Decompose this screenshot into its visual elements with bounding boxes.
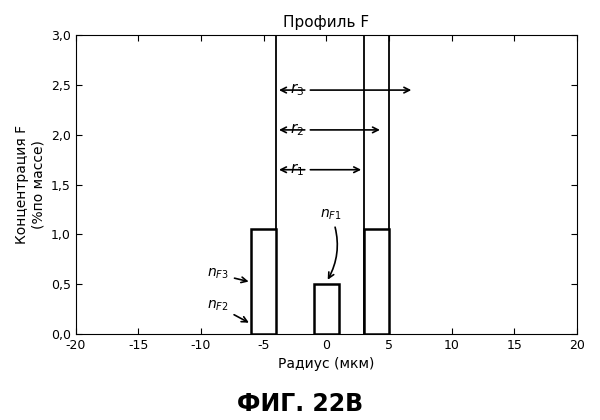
Text: $r_3$: $r_3$ [290, 82, 304, 98]
Bar [251, 229, 276, 334]
Text: $r_2$: $r_2$ [290, 121, 304, 138]
Text: $r_1$: $r_1$ [290, 161, 304, 178]
Y-axis label: Концентрация F
(%по массе): Концентрация F (%по массе) [15, 125, 45, 244]
Text: $n_{F1}$: $n_{F1}$ [320, 207, 342, 278]
Text: $n_{F3}$: $n_{F3}$ [207, 267, 247, 283]
Text: $n_{F2}$: $n_{F2}$ [207, 299, 247, 322]
Bar [314, 284, 339, 334]
X-axis label: Радиус (мкм): Радиус (мкм) [278, 357, 374, 371]
Title: Профиль F: Профиль F [283, 15, 370, 30]
Bar [364, 229, 389, 334]
Text: ФИГ. 22B: ФИГ. 22B [237, 392, 363, 416]
